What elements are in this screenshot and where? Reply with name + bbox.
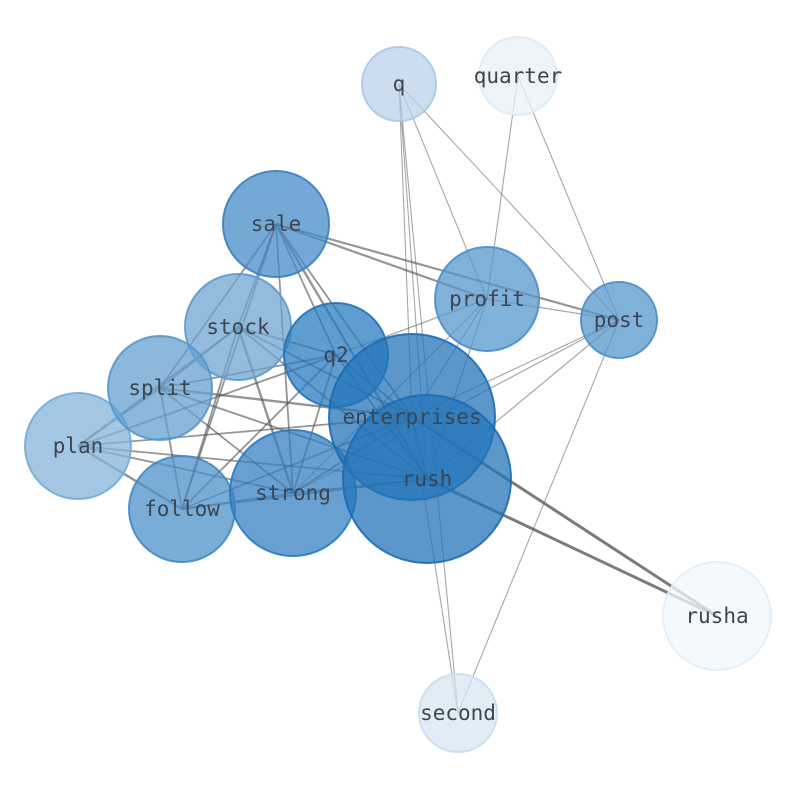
node-rusha[interactable] [662, 561, 772, 671]
node-post[interactable] [580, 281, 658, 359]
node-split[interactable] [107, 335, 213, 441]
node-follow[interactable] [128, 455, 236, 563]
node-second[interactable] [418, 673, 498, 753]
node-quarter[interactable] [478, 36, 558, 116]
node-profit[interactable] [434, 246, 540, 352]
edge-q-post [398, 83, 620, 321]
edge-quarter-post [517, 75, 620, 321]
node-rush[interactable] [342, 394, 512, 564]
edge-post-second [457, 319, 620, 714]
node-plan[interactable] [24, 392, 132, 500]
node-sale[interactable] [222, 170, 330, 278]
node-q[interactable] [361, 46, 437, 122]
